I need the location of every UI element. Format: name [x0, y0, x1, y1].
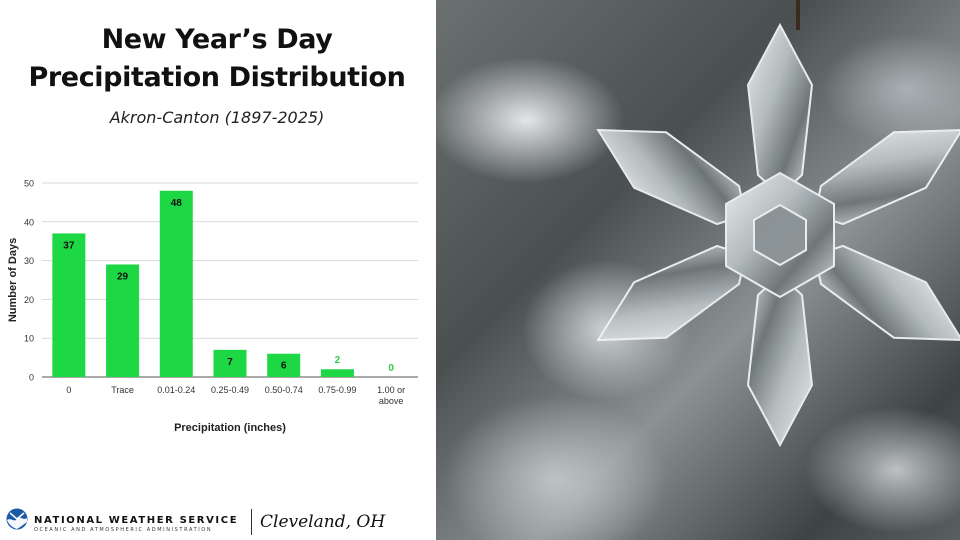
x-tick-label: 0.01-0.24: [157, 385, 195, 395]
x-tick-label: 0.75-0.99: [318, 385, 356, 395]
chart-title-line1: New Year’s Day: [101, 24, 333, 55]
data-label: 48: [171, 198, 183, 209]
bar-chart: 0102030405037029Trace480.01-0.2470.25-0.…: [7, 179, 418, 434]
bar: [320, 369, 354, 377]
y-tick-label: 20: [24, 295, 34, 305]
snowflake-ornament-photo: [436, 0, 960, 540]
bar: [159, 190, 193, 377]
left-panel: New Year’s Day Precipitation Distributio…: [0, 0, 436, 540]
data-label: 2: [335, 355, 341, 366]
y-tick-label: 40: [24, 217, 34, 227]
footer-divider: [251, 509, 252, 535]
y-axis-title: Number of Days: [7, 238, 19, 322]
bar: [52, 233, 86, 377]
x-tick-label: 0.25-0.49: [211, 385, 249, 395]
snowflake-ornament-icon: [596, 0, 960, 448]
data-label: 0: [388, 363, 394, 374]
x-tick-label: 0.50-0.74: [265, 385, 303, 395]
y-tick-label: 0: [29, 373, 34, 383]
bar: [267, 353, 301, 377]
x-tick-label: 1.00 or: [377, 385, 405, 395]
y-tick-label: 30: [24, 256, 34, 266]
x-axis-title: Precipitation (inches): [174, 422, 286, 434]
chart-subtitle: Akron-Canton (1897-2025): [109, 108, 325, 127]
y-tick-label: 50: [24, 179, 34, 189]
y-tick-label: 10: [24, 334, 34, 344]
bar: [213, 349, 247, 377]
agency-name: NATIONAL WEATHER SERVICE: [34, 515, 239, 526]
agency-subtitle: OCEANIC AND ATMOSPHERIC ADMINISTRATION: [34, 527, 213, 533]
data-label: 6: [281, 361, 287, 372]
data-label: 37: [63, 240, 75, 251]
bar: [106, 264, 140, 377]
x-tick-label: Trace: [111, 385, 134, 395]
footer: NATIONAL WEATHER SERVICE OCEANIC AND ATM…: [0, 500, 436, 540]
data-label: 29: [117, 271, 129, 282]
chart-title-line2: Precipitation Distribution: [28, 62, 406, 93]
x-tick-label: 0: [66, 385, 71, 395]
data-label: 7: [227, 357, 233, 368]
noaa-logo-icon: [6, 508, 28, 530]
x-tick-label-line2: above: [379, 396, 404, 406]
office-name: Cleveland, OH: [260, 512, 386, 532]
